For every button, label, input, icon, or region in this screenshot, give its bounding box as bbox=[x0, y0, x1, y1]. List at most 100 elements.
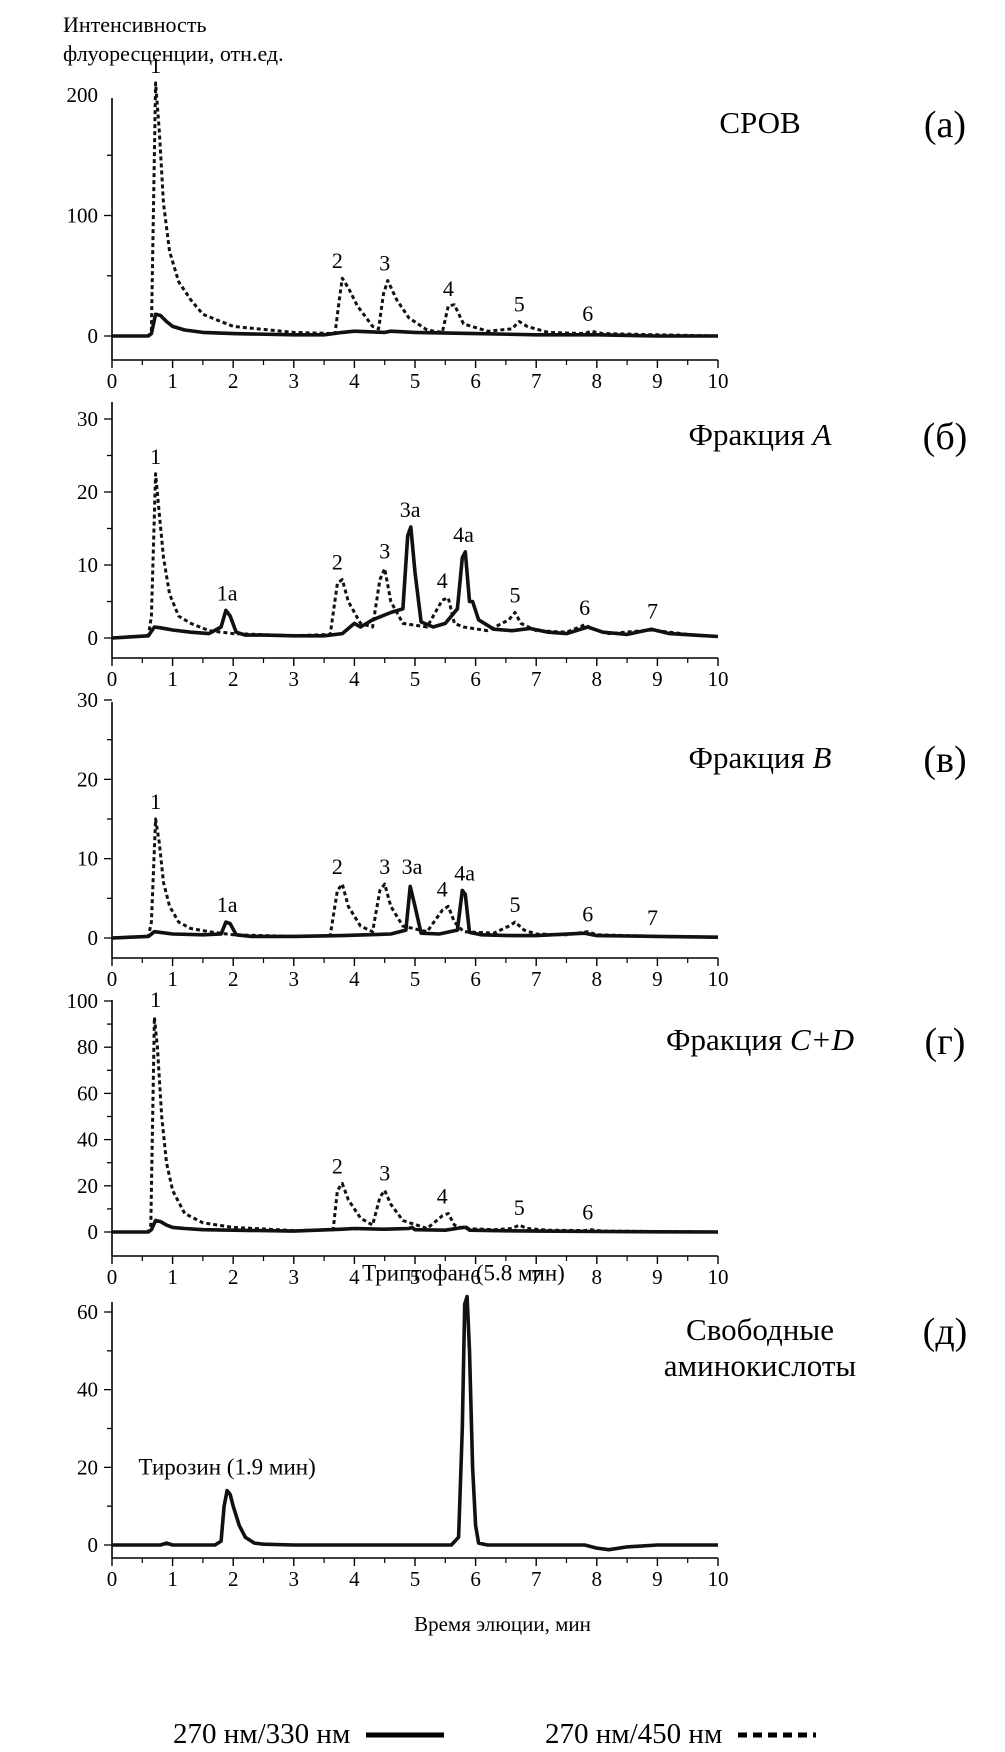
panel-letter: (д) bbox=[923, 1311, 968, 1353]
panel-letter: (б) bbox=[923, 416, 968, 458]
panel-title: Фракция B bbox=[689, 740, 832, 775]
y-tick-label: 40 bbox=[77, 1128, 98, 1152]
panel-title: СРОВ bbox=[719, 105, 800, 140]
y-axis-label: Интенсивность флуоресценции, отн.ед. bbox=[63, 10, 284, 68]
panel-title: аминокислоты bbox=[664, 1348, 857, 1383]
x-axis-label: Время элюции, мин bbox=[414, 1612, 591, 1636]
y-tick-label: 0 bbox=[88, 1533, 99, 1557]
x-tick-label: 2 bbox=[228, 967, 239, 991]
y-axis-label-line-2: флуоресценции, отн.ед. bbox=[63, 41, 284, 66]
x-tick-label: 4 bbox=[349, 369, 360, 393]
peak-label: 3 bbox=[379, 1160, 390, 1185]
series-line-330nm bbox=[111, 884, 719, 940]
x-tick-label: 6 bbox=[470, 667, 481, 691]
x-tick-label: 5 bbox=[410, 967, 421, 991]
x-tick-label: 1 bbox=[167, 1265, 178, 1289]
peak-label: 3a bbox=[400, 497, 421, 522]
peak-label: 1a bbox=[217, 580, 238, 605]
peak-label: 4 bbox=[443, 276, 454, 301]
x-tick-label: 0 bbox=[107, 369, 118, 393]
x-tick-label: 9 bbox=[652, 1265, 663, 1289]
y-tick-label: 0 bbox=[88, 926, 99, 950]
y-tick-label: 80 bbox=[77, 1035, 98, 1059]
x-tick-label: 1 bbox=[167, 369, 178, 393]
x-tick-label: 10 bbox=[708, 967, 729, 991]
peak-label: 2 bbox=[332, 550, 343, 575]
x-tick-label: 7 bbox=[531, 1567, 542, 1591]
y-tick-label: 0 bbox=[88, 1220, 99, 1244]
y-tick-label: 30 bbox=[77, 407, 98, 431]
x-tick-label: 3 bbox=[289, 967, 300, 991]
series-line-450nm bbox=[111, 472, 719, 640]
peak-label: 2 bbox=[332, 854, 343, 879]
x-tick-label: 4 bbox=[349, 967, 360, 991]
x-tick-label: 0 bbox=[107, 967, 118, 991]
panel-letter: (а) bbox=[924, 104, 966, 146]
peak-label: 1 bbox=[150, 789, 161, 814]
panel-letter: (г) bbox=[925, 1021, 966, 1063]
panel-letter: (в) bbox=[923, 739, 966, 781]
y-tick-label: 20 bbox=[77, 1174, 98, 1198]
peak-label: 1 bbox=[150, 444, 161, 469]
x-tick-label: 8 bbox=[592, 1567, 603, 1591]
x-tick-label: 8 bbox=[592, 967, 603, 991]
x-tick-label: 1 bbox=[167, 967, 178, 991]
x-tick-label: 10 bbox=[708, 369, 729, 393]
peak-label: 6 bbox=[582, 902, 593, 927]
y-tick-label: 20 bbox=[77, 480, 98, 504]
series-line-330nm bbox=[111, 525, 719, 640]
series-line-330nm bbox=[112, 1294, 718, 1552]
peak-label: 1 bbox=[150, 53, 161, 78]
panel-title: Свободные bbox=[686, 1312, 834, 1347]
y-tick-label: 40 bbox=[77, 1378, 98, 1402]
x-tick-label: 0 bbox=[107, 1567, 118, 1591]
y-tick-label: 100 bbox=[67, 204, 99, 228]
series-line-450nm bbox=[111, 817, 719, 940]
x-tick-label: 4 bbox=[349, 1265, 360, 1289]
peak-label: Тирозин (1.9 мин) bbox=[139, 1455, 316, 1480]
x-tick-label: 10 bbox=[708, 667, 729, 691]
x-tick-label: 5 bbox=[410, 1265, 421, 1289]
y-tick-label: 100 bbox=[67, 989, 99, 1013]
peak-label: 6 bbox=[582, 1200, 593, 1225]
peak-label: 6 bbox=[579, 595, 590, 620]
y-tick-label: 60 bbox=[77, 1081, 98, 1105]
x-tick-label: 9 bbox=[652, 667, 663, 691]
y-tick-label: 0 bbox=[88, 626, 99, 650]
peak-label: 2 bbox=[332, 248, 343, 273]
peak-label: Триптофан (5.8 мин) bbox=[362, 1260, 565, 1285]
peak-label: 5 bbox=[514, 292, 525, 317]
peak-label: 4 bbox=[437, 568, 448, 593]
x-tick-label: 6 bbox=[470, 1265, 481, 1289]
x-tick-label: 8 bbox=[592, 369, 603, 393]
x-tick-label: 8 bbox=[592, 667, 603, 691]
y-tick-label: 60 bbox=[77, 1300, 98, 1324]
x-tick-label: 10 bbox=[708, 1265, 729, 1289]
series-line-330nm bbox=[112, 1218, 719, 1234]
peak-label: 5 bbox=[514, 1195, 525, 1220]
peak-label: 5 bbox=[509, 892, 520, 917]
legend-solid: 270 нм/330 нм bbox=[173, 1718, 446, 1751]
legend-dotted-swatch bbox=[738, 1732, 817, 1737]
x-tick-label: 3 bbox=[289, 667, 300, 691]
x-tick-label: 9 bbox=[652, 967, 663, 991]
peak-label: 7 bbox=[647, 905, 658, 930]
x-tick-label: 5 bbox=[410, 1567, 421, 1591]
peak-label: 1a bbox=[217, 892, 238, 917]
series-line-450nm bbox=[112, 1015, 719, 1234]
x-tick-label: 4 bbox=[349, 667, 360, 691]
peak-label: 6 bbox=[582, 301, 593, 326]
x-tick-label: 5 bbox=[410, 369, 421, 393]
x-tick-label: 7 bbox=[531, 1265, 542, 1289]
peak-label: 5 bbox=[509, 582, 520, 607]
x-tick-label: 7 bbox=[531, 667, 542, 691]
legend-dotted-label: 270 нм/450 нм bbox=[545, 1718, 723, 1750]
x-tick-label: 0 bbox=[107, 667, 118, 691]
x-tick-label: 0 bbox=[107, 1265, 118, 1289]
x-tick-label: 9 bbox=[652, 369, 663, 393]
y-tick-label: 20 bbox=[77, 767, 98, 791]
